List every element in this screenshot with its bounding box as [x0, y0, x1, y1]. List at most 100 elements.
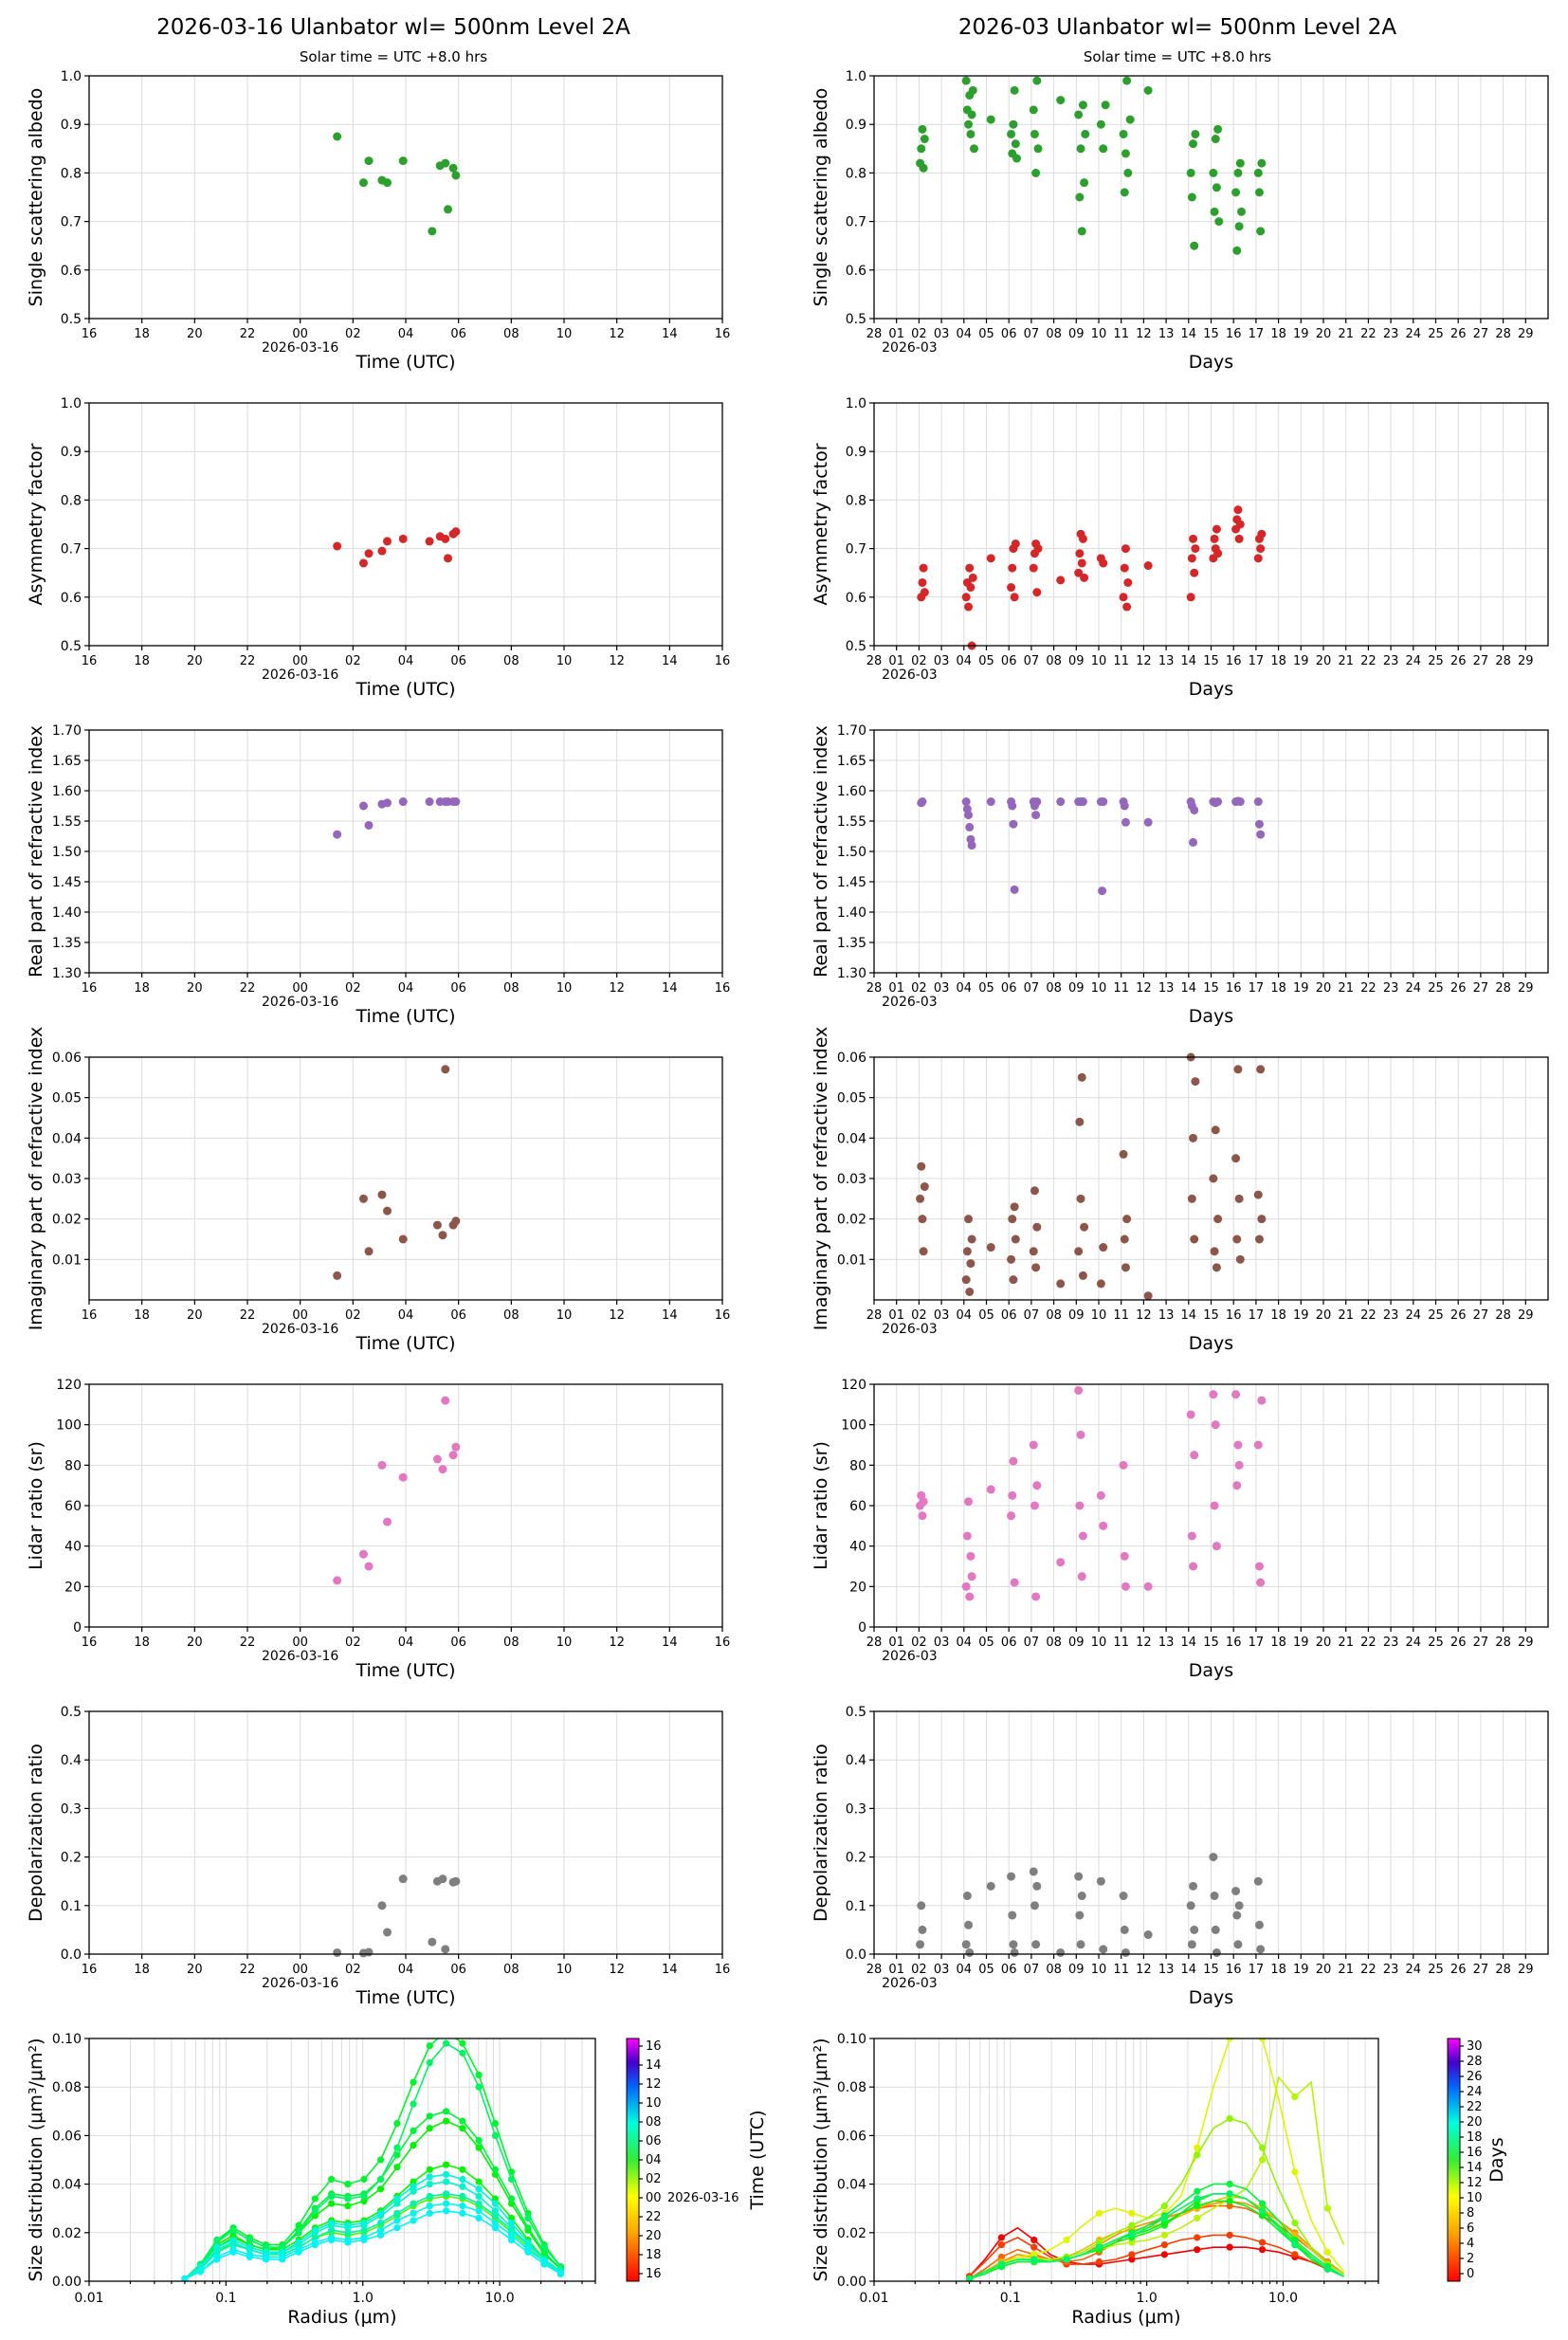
colorbar-tick-label: 18 [646, 2248, 662, 2262]
series-point [279, 2243, 286, 2251]
data-point [962, 1531, 972, 1541]
plot-frame [873, 402, 1549, 647]
y-tick-label: 0.5 [61, 312, 82, 327]
series-point [556, 2263, 565, 2271]
y-tick-label: 0.7 [846, 215, 866, 230]
series-point [1291, 2168, 1299, 2176]
data-point [1121, 1581, 1130, 1591]
x-tick-label: 22 [1360, 1963, 1377, 1977]
data-point [961, 593, 971, 602]
data-point [1212, 1947, 1221, 1957]
data-point [1231, 188, 1241, 197]
colorbar-tick-label: 8 [1467, 2206, 1474, 2221]
x-tick-label: 29 [1518, 654, 1534, 668]
data-point [961, 76, 971, 85]
x-tick-label: 08 [503, 654, 520, 668]
x-tick-label: 29 [1518, 1636, 1534, 1650]
data-point [1213, 549, 1223, 558]
x-tick-label: 12 [1136, 1308, 1152, 1323]
x-tick-label: 1.0 [353, 2291, 374, 2306]
series-point [213, 2243, 221, 2251]
series-point [442, 2161, 450, 2168]
x-tick-label: 08 [1046, 1636, 1062, 1650]
x-tick-label: 21 [1338, 1636, 1354, 1650]
series-point [426, 2181, 433, 2188]
data-point [1077, 227, 1086, 236]
data-point [1011, 1234, 1020, 1244]
y-tick-label: 0.9 [846, 118, 866, 133]
y-tick-label: 0.8 [846, 493, 866, 508]
x-tick-label: 08 [1046, 981, 1062, 996]
data-point [1077, 1072, 1086, 1082]
data-point [1074, 1385, 1084, 1395]
y-tick-label: 0.2 [846, 1851, 866, 1866]
series-point [442, 2178, 450, 2185]
data-point [1235, 797, 1245, 807]
series-point [475, 2071, 483, 2078]
series-point [344, 2195, 352, 2203]
series-point [1323, 2204, 1332, 2212]
data-point [358, 1549, 368, 1559]
x-tick-label: 02 [911, 654, 927, 668]
data-point [1122, 1215, 1132, 1224]
x-tick-label: 06 [1001, 1308, 1017, 1323]
data-point [1098, 887, 1107, 896]
y-tick-label: 1.55 [837, 814, 866, 830]
series-point [196, 2268, 204, 2276]
data-point [1211, 1125, 1220, 1135]
data-point [1186, 1901, 1195, 1910]
series-point [1258, 2207, 1267, 2215]
series-point [393, 2151, 401, 2159]
x-tick-label: 27 [1473, 1636, 1489, 1650]
data-point [451, 1876, 461, 1886]
data-point [1120, 1551, 1129, 1561]
data-point [1143, 561, 1153, 571]
x-tick-label: 00 [292, 1308, 308, 1323]
x-tick-label: 12 [1136, 327, 1152, 341]
x-tick-label: 13 [1158, 1636, 1175, 1650]
x-tick-label: 19 [1293, 1308, 1309, 1323]
x-tick-label: 06 [1001, 327, 1017, 341]
data-point [1186, 168, 1195, 177]
y-tick-label: 20 [849, 1580, 866, 1595]
x-tick-label: 24 [1406, 1636, 1422, 1650]
data-point [1254, 819, 1264, 829]
series-point [1194, 2144, 1201, 2151]
chart-depol_time: 16 18 20 22 00 02 04 06 08 10 12 14 16 2026-03-16 0.0 0… [26, 1705, 730, 2008]
data-point [1186, 593, 1195, 602]
x-axis-label: Time (UTC) [355, 352, 455, 373]
colorbar-tick-label: 02 [646, 2172, 662, 2186]
series-point [1258, 2200, 1267, 2207]
data-point [364, 1947, 374, 1957]
x-tick-label: 27 [1473, 1308, 1489, 1323]
data-point [1190, 241, 1199, 250]
data-point [964, 811, 974, 820]
x-tick-label: 10.0 [485, 2291, 515, 2306]
x-tick-label: 15 [1203, 654, 1219, 668]
y-tick-label: 0.3 [61, 1801, 82, 1817]
y-tick-label: 120 [841, 1378, 866, 1393]
data-point [920, 588, 929, 597]
x-tick-label: 02 [345, 1636, 361, 1650]
data-point [1253, 797, 1263, 807]
data-point [968, 573, 977, 582]
x-tick-label: 19 [1293, 1636, 1309, 1650]
series-point [1291, 2219, 1299, 2227]
series-point [196, 2263, 204, 2271]
series-point [1258, 2212, 1267, 2220]
x-tick-label: 06 [450, 1636, 466, 1650]
y-tick-label: 1.50 [52, 845, 82, 860]
colorbar-tick-label: 22 [1467, 2100, 1483, 2114]
data-point [1212, 1542, 1221, 1551]
series-point [246, 2253, 253, 2260]
series-point [1194, 2151, 1201, 2159]
y-tick-label: 1.65 [837, 754, 866, 769]
data-point [919, 163, 928, 173]
x-tick-label: 16 [715, 654, 731, 668]
data-point [967, 1572, 976, 1581]
series-point [475, 2207, 483, 2215]
x-tick-label: 04 [398, 1308, 414, 1323]
data-point [1008, 1490, 1017, 1500]
x-tick-label: 23 [1383, 981, 1399, 996]
data-point [966, 1551, 975, 1561]
